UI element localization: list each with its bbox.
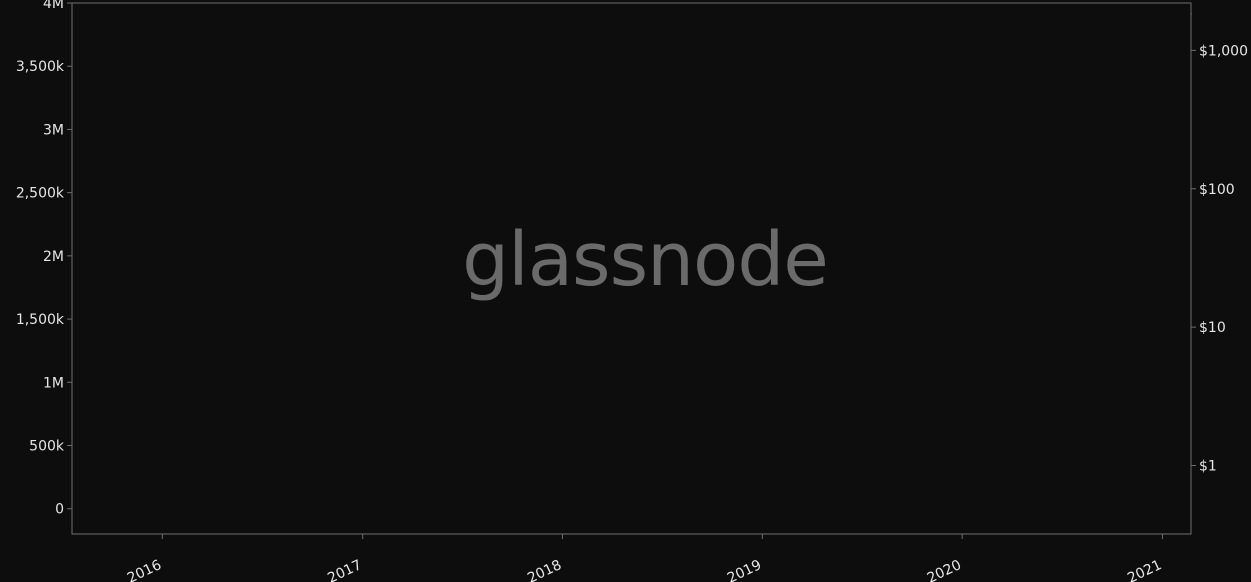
y-right-tick-label: $1 bbox=[1199, 459, 1217, 475]
y-left-tick-label: 4M bbox=[43, 0, 64, 12]
y-left-tick-label: 3M bbox=[43, 122, 64, 138]
y-right-tick-label: $100 bbox=[1199, 182, 1235, 198]
y-right-tick-label: $1,000 bbox=[1199, 43, 1248, 59]
watermark-text: glassnode bbox=[462, 217, 828, 303]
y-left-tick-label: 1,500k bbox=[16, 312, 65, 328]
y-left-tick-label: 3,500k bbox=[16, 59, 65, 75]
y-left-tick-label: 500k bbox=[29, 439, 65, 455]
y-left-tick-label: 0 bbox=[55, 502, 64, 518]
axes-layer: 0 500k 1M 1,500k 2M 2,500k 3M 3,500k 4M $1 $10 $100… bbox=[16, 0, 1248, 582]
y-left-tick-label: 2,500k bbox=[16, 186, 65, 202]
y-left-tick-label: 2M bbox=[43, 249, 64, 265]
y-right-tick-label: $10 bbox=[1199, 320, 1226, 336]
y-left-tick-label: 1M bbox=[43, 375, 64, 391]
plot-frame bbox=[71, 2, 1192, 535]
